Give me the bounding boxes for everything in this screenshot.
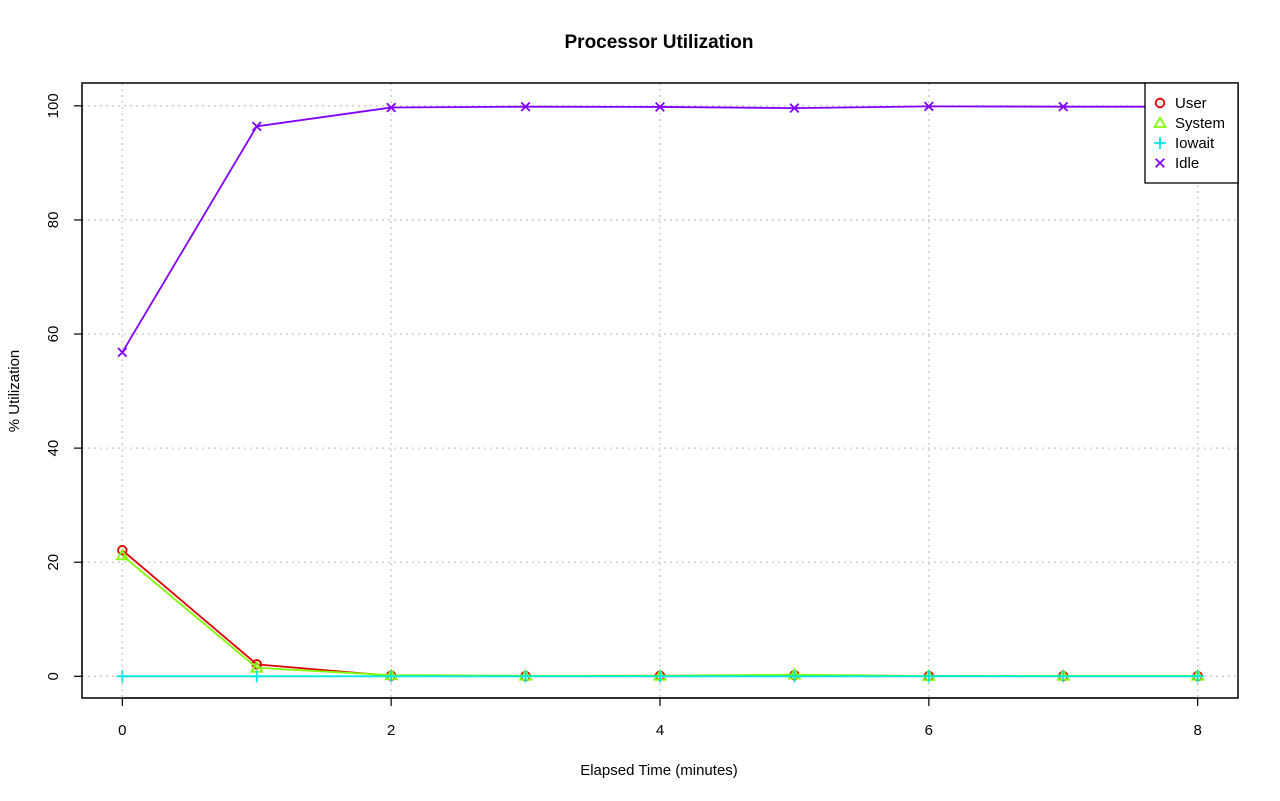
series-line-system (121, 554, 1198, 677)
x-tick-label: 2 (387, 722, 395, 739)
x-axis: 0 2 4 6 8 (118, 697, 1202, 739)
series-iowait (116, 670, 1204, 683)
x-tick-label: 0 (118, 722, 126, 739)
legend-label-user: User (1175, 95, 1207, 112)
data-point-idle (386, 102, 397, 113)
data-point-idle (655, 102, 665, 112)
legend-marker-iowait (1154, 137, 1166, 149)
legend-box (1144, 82, 1239, 184)
x-axis-label: Elapsed Time (minutes) (580, 762, 738, 779)
data-point-idle (251, 121, 262, 132)
legend-marker-idle (1155, 158, 1165, 168)
y-tick-label: 100 (45, 93, 62, 118)
y-tick-label: 0 (45, 672, 62, 680)
legend-label-system: System (1175, 115, 1225, 132)
data-point-iowait (922, 670, 935, 683)
y-axis: 0 20 40 60 80 100 (45, 93, 83, 680)
data-point-user (117, 545, 128, 556)
data-point-idle (117, 347, 128, 358)
x-tick-label: 8 (1194, 722, 1202, 739)
data-point-idle (923, 101, 934, 112)
chart-title: Processor Utilization (565, 32, 754, 53)
data-point-iowait (385, 670, 398, 683)
grid (82, 83, 1238, 698)
data-point-iowait (519, 670, 532, 683)
data-point-iowait (1057, 670, 1070, 683)
y-tick-label: 40 (45, 440, 62, 457)
data-point-iowait (116, 670, 129, 683)
data-point-idle (520, 101, 531, 112)
legend-marker-user (1154, 97, 1166, 109)
y-tick-label: 80 (45, 212, 62, 229)
data-point-iowait (654, 670, 666, 683)
legend: User System Iowait Idle (1144, 82, 1239, 184)
data-point-iowait (1191, 670, 1204, 683)
y-tick-label: 60 (45, 326, 62, 343)
y-axis-label: % Utilization (6, 350, 23, 433)
data-point-idle (1058, 101, 1069, 112)
legend-marker-system (1153, 116, 1167, 128)
x-tick-label: 6 (925, 722, 933, 739)
data-point-system (115, 548, 130, 561)
y-tick-label: 20 (45, 554, 62, 571)
data-point-iowait (250, 670, 263, 683)
legend-label-idle: Idle (1175, 155, 1199, 172)
x-tick-label: 4 (656, 722, 664, 739)
series-layer (115, 101, 1205, 683)
data-point-iowait (788, 670, 801, 683)
legend-label-iowait: Iowait (1175, 135, 1215, 152)
data-point-idle (789, 103, 800, 114)
